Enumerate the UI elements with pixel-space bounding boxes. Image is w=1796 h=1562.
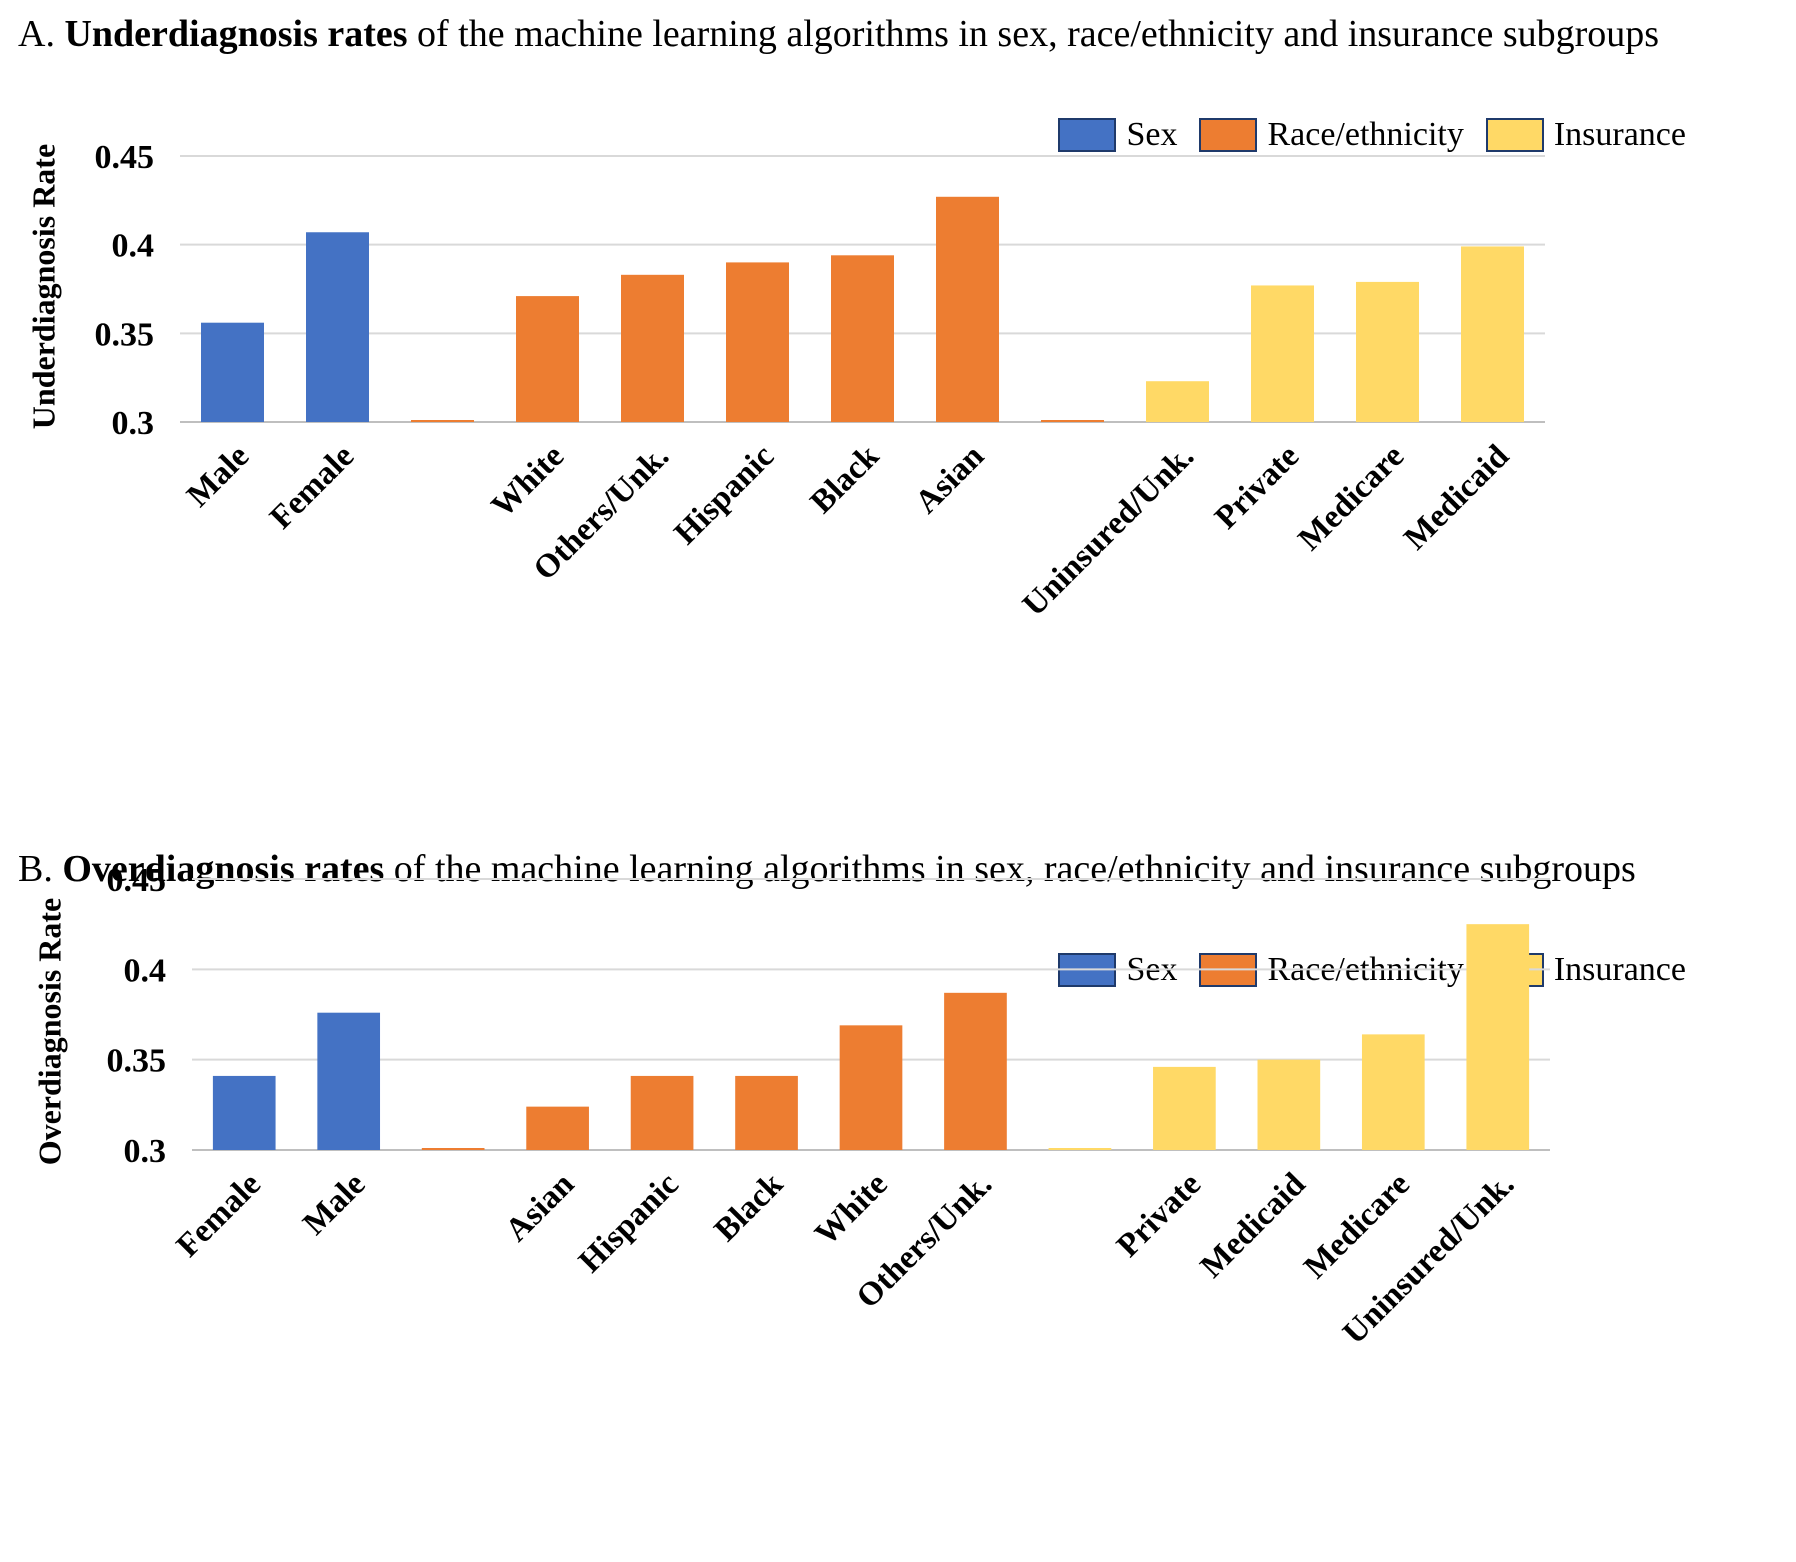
x-tick-label: Male	[180, 438, 256, 514]
y-tick-label: 0.4	[112, 228, 155, 265]
panel-overdiagnosis: B. Overdiagnosis rates of the machine le…	[0, 835, 1796, 1562]
bar	[944, 992, 1007, 1150]
bar	[516, 296, 579, 422]
legend-item-race: Race/ethnicity	[1199, 116, 1464, 154]
panel-b-title: B. Overdiagnosis rates of the machine le…	[18, 841, 1778, 897]
x-tick-label: Black	[804, 438, 887, 521]
legend-label: Insurance	[1553, 951, 1686, 988]
legend: Sex Race/ethnicity Insurance	[1036, 116, 1686, 154]
x-tick-label: Medicare	[1292, 438, 1412, 558]
bar	[1466, 924, 1530, 1150]
x-tick-label: Asian	[909, 438, 992, 521]
bar	[1153, 1066, 1216, 1150]
x-tick-label: Female	[263, 438, 361, 536]
legend-item-insurance: Insurance	[1485, 116, 1686, 154]
x-tick-label: Black	[708, 1166, 791, 1249]
x-tick-label: Female	[170, 1166, 268, 1264]
bar	[526, 1106, 589, 1150]
y-tick-label: 0.45	[95, 139, 155, 176]
bar	[201, 322, 264, 422]
x-tick-label: White	[485, 438, 571, 524]
bar	[726, 262, 789, 422]
title-bold: Underdiagnosis rates	[64, 13, 408, 55]
panel-underdiagnosis: A. Underdiagnosis rates of the machine l…	[0, 0, 1796, 780]
x-tick-label: Private	[1208, 438, 1306, 536]
legend-swatch-race	[1199, 118, 1258, 152]
bar	[1146, 381, 1209, 422]
bar	[317, 1012, 381, 1150]
title-bold: Overdiagnosis rates	[62, 848, 385, 890]
bar	[1257, 1059, 1321, 1150]
legend-label: Sex	[1126, 116, 1178, 153]
legend-swatch-sex	[1058, 118, 1117, 152]
bar	[411, 420, 474, 422]
x-tick-label: Private	[1110, 1166, 1208, 1264]
bar	[630, 1075, 694, 1150]
y-tick-label: 0.35	[107, 1043, 167, 1080]
x-tick-label: Male	[296, 1166, 372, 1242]
y-tick-label: 0.4	[124, 952, 167, 989]
x-tick-label: Uninsured/Unk.	[1016, 438, 1201, 623]
x-tick-label: Hispanic	[668, 438, 782, 552]
y-tick-label: 0.45	[107, 862, 167, 899]
bar	[1048, 1148, 1112, 1150]
x-tick-label: Medicaid	[1194, 1166, 1313, 1285]
x-tick-label: Asian	[499, 1166, 582, 1249]
title-rest: of the machine learning algorithms in se…	[407, 13, 1660, 55]
y-tick-label: 0.3	[124, 1133, 167, 1170]
x-tick-label: Medicaid	[1397, 438, 1516, 557]
legend-label: Insurance	[1553, 116, 1686, 153]
title-prefix: A.	[18, 13, 65, 55]
legend-label: Race/ethnicity	[1267, 116, 1464, 153]
y-tick-label: 0.35	[95, 316, 155, 353]
x-tick-label: Hispanic	[572, 1166, 686, 1280]
bar	[306, 232, 369, 422]
x-tick-label: White	[808, 1166, 894, 1252]
panel-a-title: A. Underdiagnosis rates of the machine l…	[18, 6, 1778, 62]
bar	[735, 1075, 798, 1150]
bar	[831, 255, 894, 422]
bar	[1361, 1034, 1425, 1150]
bar	[936, 196, 999, 422]
bar	[1251, 285, 1314, 422]
legend-item-sex: Sex	[1058, 116, 1177, 154]
bar	[212, 1075, 276, 1150]
bar	[421, 1148, 485, 1150]
bar	[621, 274, 684, 422]
bar	[1461, 246, 1524, 422]
bar	[1356, 281, 1419, 422]
y-tick-label: 0.3	[112, 405, 155, 442]
title-rest: of the machine learning algorithms in se…	[384, 848, 1636, 890]
legend-swatch-insurance	[1485, 118, 1544, 152]
bar	[839, 1025, 903, 1150]
title-prefix: B.	[18, 848, 63, 890]
bar	[1041, 420, 1104, 422]
